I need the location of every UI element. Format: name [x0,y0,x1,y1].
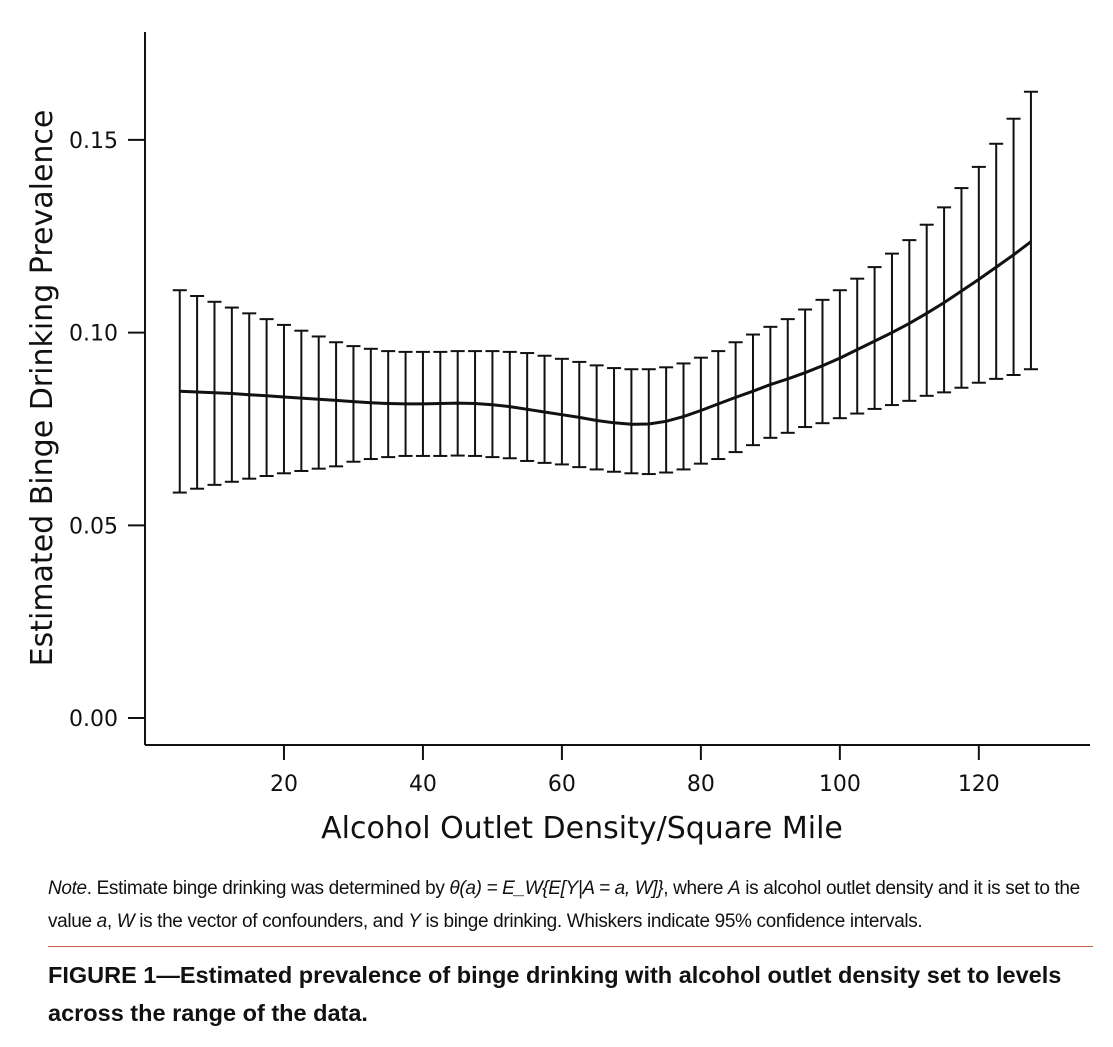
x-tick-label: 60 [548,772,576,797]
y-tick-label: 0.05 [69,514,118,539]
estimate-line [179,240,1032,426]
x-tick-label: 20 [270,772,298,797]
note-lead: Note [48,878,87,899]
x-tick-label: 40 [409,772,437,797]
y-axis-title: Estimated Binge Drinking Prevalence [25,110,60,667]
figure-note: Note. Estimate binge drinking was determ… [48,872,1093,938]
caption-divider [48,946,1093,947]
note-text-4: , [106,911,117,932]
note-var-a: a [96,911,108,932]
x-axis-title: Alcohol Outlet Density/Square Mile [321,811,843,846]
error-bars [172,90,1038,494]
note-var-w: W [116,911,135,932]
y-tick-label: 0.15 [69,129,118,154]
note-text-2: , where [663,878,729,899]
note-var-y: Y [408,911,421,932]
note-text-1: . Estimate binge drinking was determined… [86,878,450,899]
note-text-6: is binge drinking. Whiskers indicate 95%… [420,911,923,932]
x-tick-label: 120 [958,772,1000,797]
note-text-3: is alcohol outlet density and it is set … [48,878,1080,932]
y-tick-label: 0.10 [69,322,118,347]
figure-caption: FIGURE 1—Estimated prevalence of binge d… [48,962,1062,1026]
note-var-a-cap: A [728,878,741,899]
y-tick-label: 0.00 [69,707,118,732]
note-formula: θ(a) = E_W{E[Y|A = a, W]} [449,878,664,899]
x-tick-label: 80 [687,772,715,797]
note-text-5: is the vector of confounders, and [134,911,409,932]
binge-drinking-chart: 0.00 0.05 0.10 0.15 20 40 60 80 100 120 Estimated… [25,32,1090,846]
x-tick-label: 100 [819,772,861,797]
axes: 0.00 0.05 0.10 0.15 20 40 60 80 100 120 [69,32,1090,797]
